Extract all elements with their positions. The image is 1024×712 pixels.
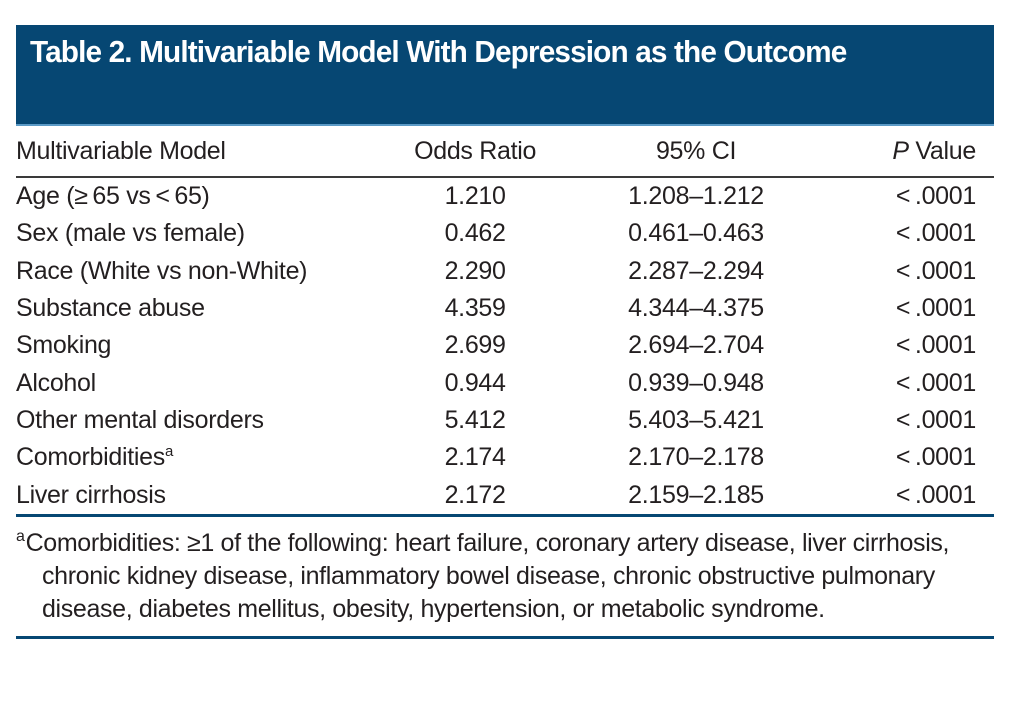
p-value-label: Value [908, 136, 976, 165]
model-label: Age (≥ 65 vs < 65) [16, 182, 210, 211]
cell-odds-ratio: 4.359 [444, 294, 506, 323]
cell-model: Other mental disorders [16, 402, 382, 439]
cell-ci: 5.403–5.421 [628, 405, 764, 434]
table-row: Alcohol 0.944 0.939–0.948 < .0001 [16, 364, 994, 401]
cell-odds-ratio: 1.210 [444, 182, 506, 211]
cell-model: Alcohol [16, 364, 382, 401]
table-header-row: Multivariable Model Odds Ratio 95% CI P … [16, 126, 994, 178]
cell-p-value: < .0001 [895, 405, 976, 434]
table-title-bar: Table 2. Multivariable Model With Depres… [16, 25, 994, 126]
cell-p-value: < .0001 [823, 476, 994, 517]
cell-model: Liver cirrhosis [16, 476, 382, 517]
table-row: Smoking 2.699 2.694–2.704 < .0001 [16, 327, 994, 364]
cell-model: Substance abuse [16, 290, 382, 327]
table-footnote: aComorbidities: ≥1 of the following: hea… [16, 517, 994, 639]
cell-ci: 2.287–2.294 [628, 256, 764, 285]
cell-model: Sex (male vs female) [16, 215, 382, 252]
cell-ci: 1.208–1.212 [628, 182, 764, 211]
model-label: Liver cirrhosis [16, 480, 166, 509]
cell-ci: 2.170–2.178 [628, 443, 764, 472]
cell-p-value: < .0001 [895, 331, 976, 360]
footnote-marker: a [16, 527, 25, 545]
table-row: Sex (male vs female) 0.462 0.461–0.463 <… [16, 215, 994, 252]
model-label: Substance abuse [16, 294, 205, 323]
table-row: Comorbiditiesa 2.174 2.170–2.178 < .0001 [16, 439, 994, 476]
table-container: Table 2. Multivariable Model With Depres… [16, 25, 994, 639]
footnote-marker: a [164, 443, 173, 461]
cell-p-value: < .0001 [895, 294, 976, 323]
column-header-p-value: P Value [823, 126, 994, 178]
cell-ci: 2.694–2.704 [628, 331, 764, 360]
column-header-model: Multivariable Model [16, 126, 382, 178]
table-row: Liver cirrhosis 2.172 2.159–2.185 < .000… [16, 476, 994, 517]
column-header-ci: 95% CI [568, 126, 824, 178]
cell-p-value: < .0001 [895, 443, 976, 472]
table-row: Substance abuse 4.359 4.344–4.375 < .000… [16, 290, 994, 327]
model-label: Other mental disorders [16, 405, 264, 434]
cell-model: Smoking [16, 327, 382, 364]
cell-odds-ratio: 2.172 [381, 476, 569, 517]
cell-p-value: < .0001 [895, 219, 976, 248]
model-label: Sex (male vs female) [16, 219, 245, 248]
cell-p-value: < .0001 [895, 368, 976, 397]
model-label: Smoking [16, 331, 112, 360]
cell-p-value: < .0001 [895, 182, 976, 211]
table-title: Table 2. Multivariable Model With Depres… [30, 34, 847, 69]
cell-model: Age (≥ 65 vs < 65) [16, 177, 382, 215]
model-label: Alcohol [16, 368, 96, 397]
table-row: Age (≥ 65 vs < 65) 1.210 1.208–1.212 < .… [16, 177, 994, 215]
footnote-text: Comorbidities: ≥1 of the following: hear… [25, 528, 950, 623]
cell-ci: 0.939–0.948 [628, 368, 764, 397]
model-label: Race (White vs non-White) [16, 256, 308, 285]
p-italic: P [892, 136, 909, 165]
cell-odds-ratio: 0.462 [444, 219, 506, 248]
cell-ci: 4.344–4.375 [628, 294, 764, 323]
table-body: Age (≥ 65 vs < 65) 1.210 1.208–1.212 < .… [16, 177, 994, 517]
cell-ci: 2.159–2.185 [568, 476, 824, 517]
cell-ci: 0.461–0.463 [628, 219, 764, 248]
cell-odds-ratio: 2.290 [444, 256, 506, 285]
cell-model: Race (White vs non-White) [16, 253, 382, 290]
cell-odds-ratio: 5.412 [444, 405, 506, 434]
cell-odds-ratio: 2.699 [444, 331, 506, 360]
column-header-odds-ratio: Odds Ratio [381, 126, 569, 178]
cell-p-value: < .0001 [895, 256, 976, 285]
model-label: Comorbidities [16, 443, 165, 472]
odds-ratio-table: Multivariable Model Odds Ratio 95% CI P … [16, 126, 994, 517]
cell-model: Comorbiditiesa [16, 439, 382, 476]
table-row: Other mental disorders 5.412 5.403–5.421… [16, 402, 994, 439]
cell-odds-ratio: 0.944 [444, 368, 506, 397]
cell-odds-ratio: 2.174 [444, 443, 506, 472]
table-row: Race (White vs non-White) 2.290 2.287–2.… [16, 253, 994, 290]
